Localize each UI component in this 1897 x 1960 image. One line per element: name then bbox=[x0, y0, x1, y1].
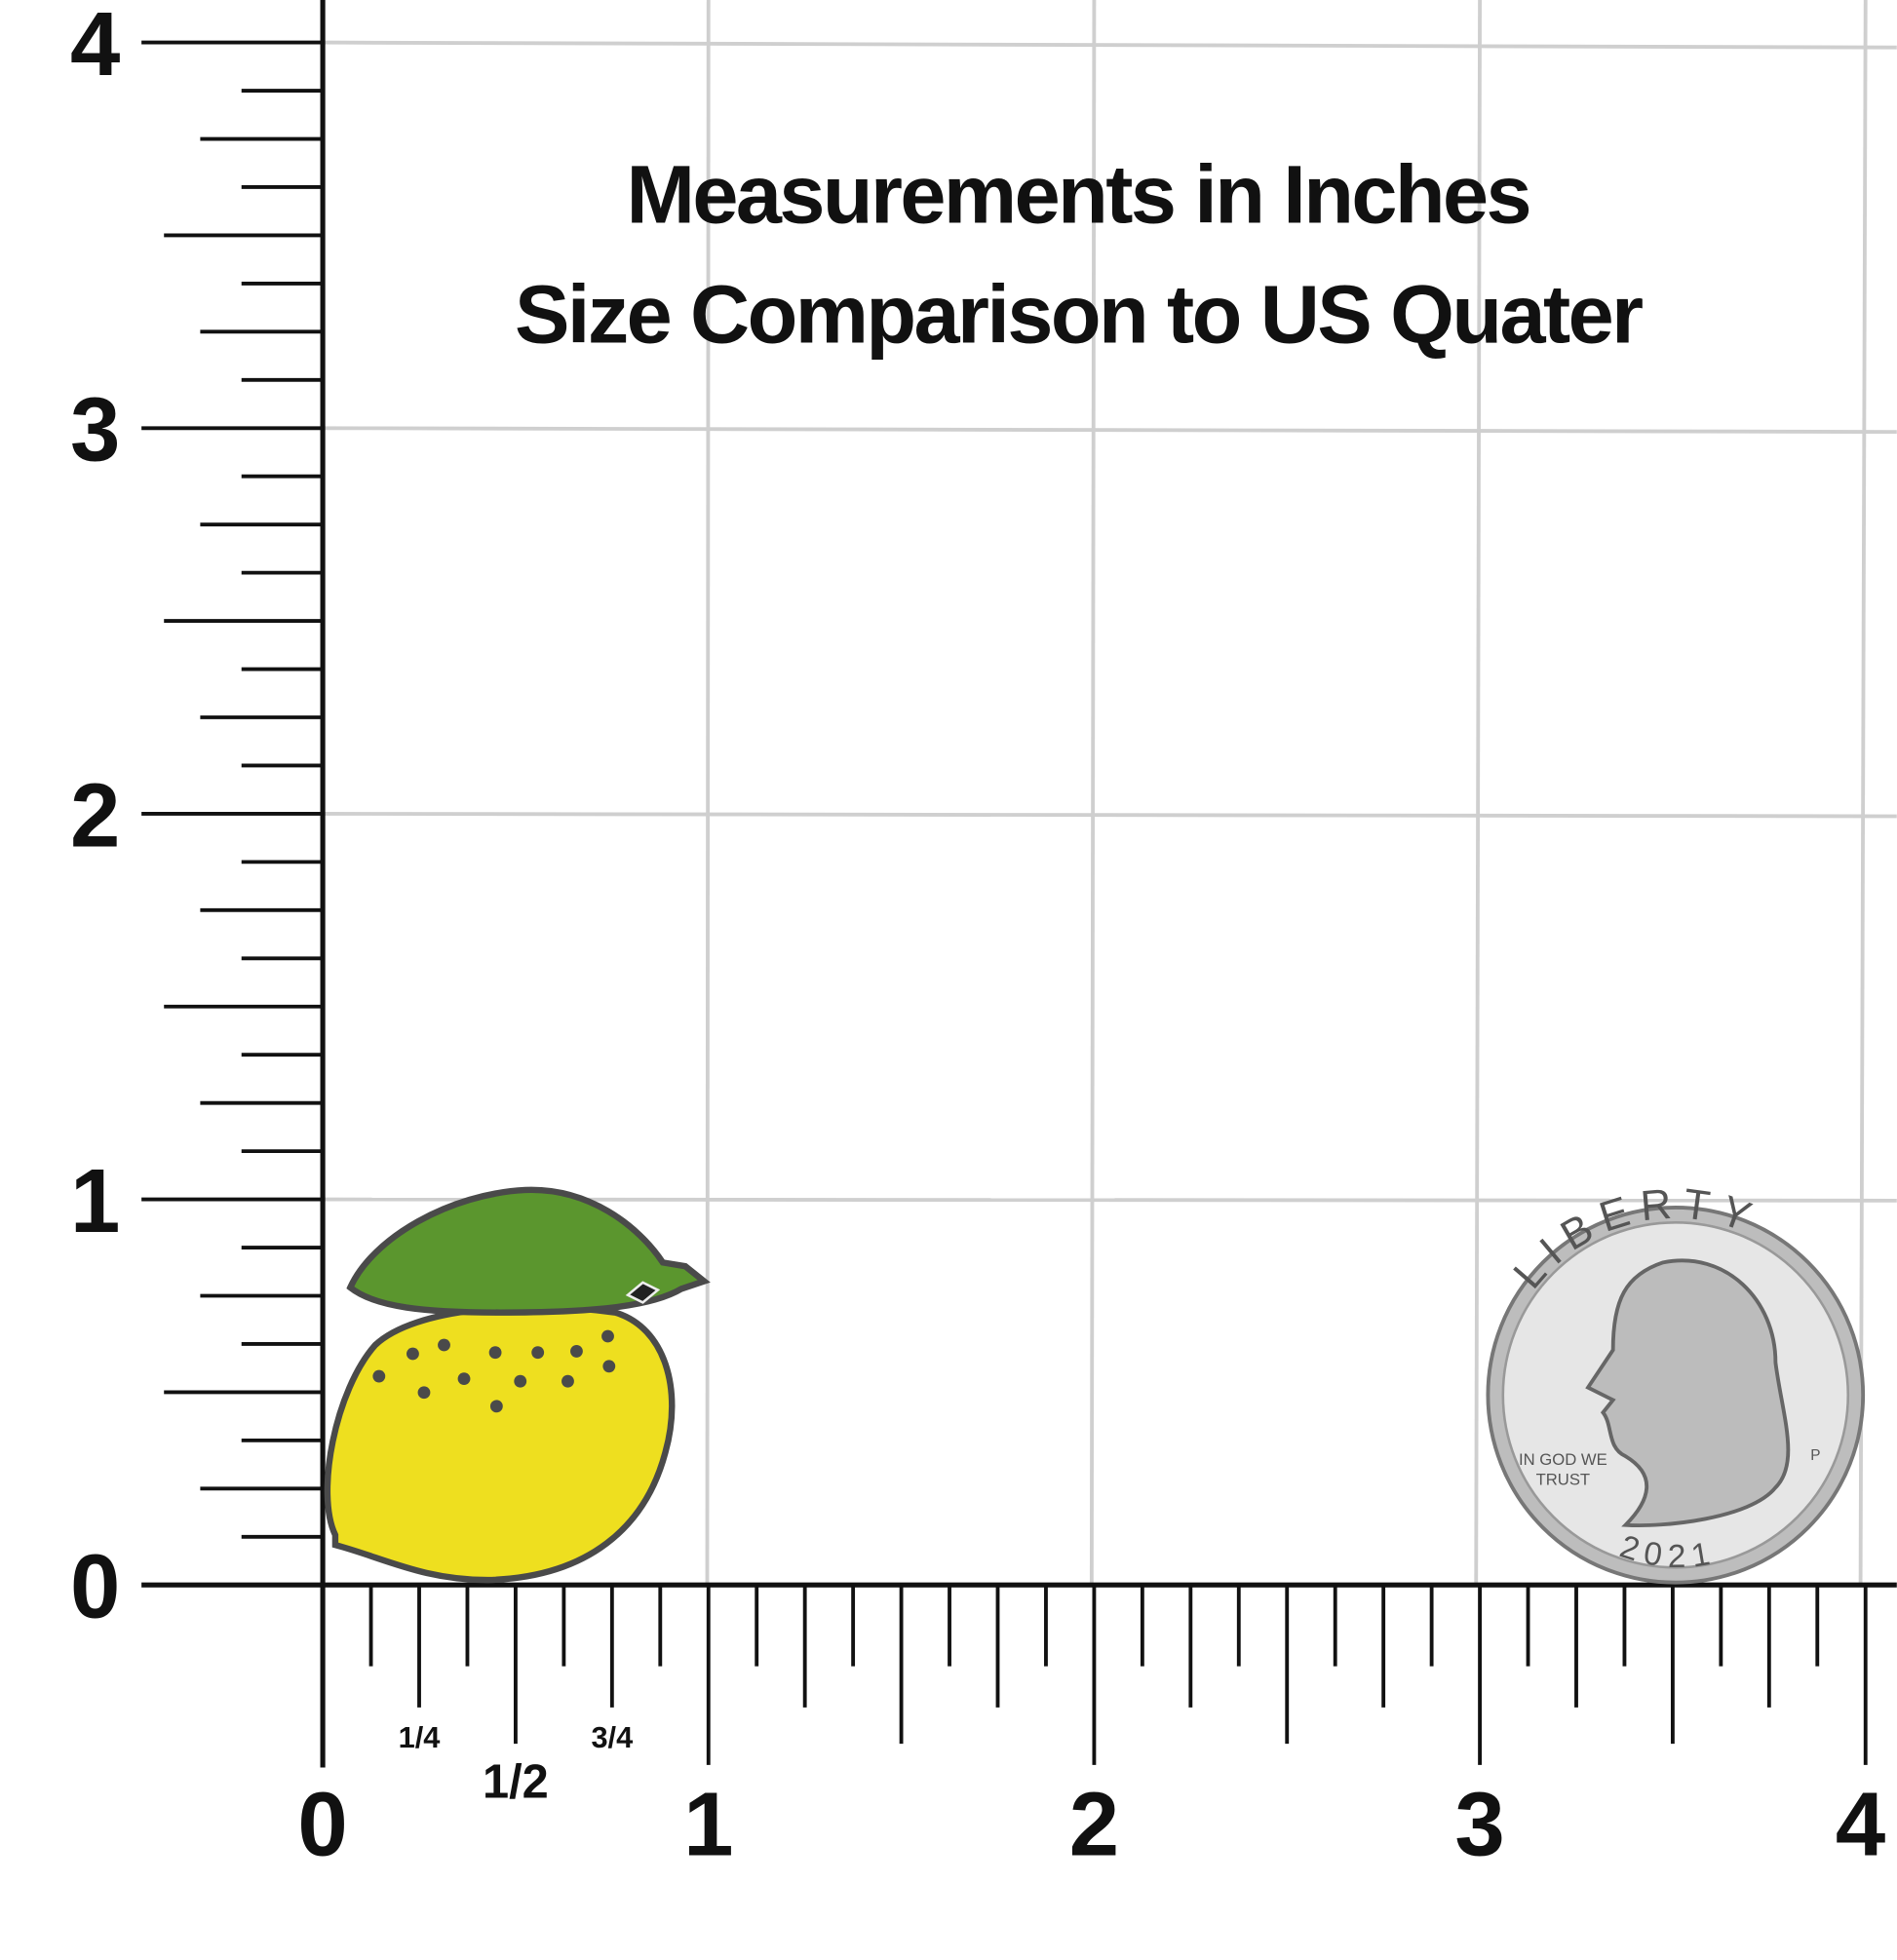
coin-motto: IN GOD WE bbox=[1519, 1450, 1607, 1469]
title-line: Size Comparison to US Quater bbox=[515, 267, 1643, 360]
title-line: Measurements in Inches bbox=[626, 147, 1529, 240]
x-tick-label: 4 bbox=[1836, 1773, 1885, 1874]
x-tick-label: 2 bbox=[1069, 1773, 1119, 1874]
lemon-dot bbox=[438, 1338, 450, 1352]
fraction-label: 1/4 bbox=[399, 1720, 441, 1754]
lemon-dot bbox=[457, 1372, 471, 1386]
lemon-dot bbox=[570, 1344, 583, 1358]
grid-line bbox=[705, 0, 711, 1586]
grid-line bbox=[323, 426, 1897, 435]
coin-mint-mark: P bbox=[1810, 1447, 1820, 1464]
lemon-pin bbox=[324, 1186, 711, 1584]
grid-line bbox=[1089, 0, 1097, 1586]
coin-portrait bbox=[1585, 1258, 1791, 1527]
grid-line bbox=[323, 812, 1897, 819]
x-tick-label: 3 bbox=[1454, 1773, 1504, 1874]
lemon-dot bbox=[417, 1386, 431, 1400]
lemon-dot bbox=[372, 1369, 386, 1383]
lemon-dot bbox=[602, 1360, 616, 1373]
grid-line bbox=[1474, 0, 1482, 1586]
lemon-dot bbox=[531, 1346, 545, 1360]
lemon-dot bbox=[489, 1400, 503, 1413]
coin-motto: TRUST bbox=[1536, 1471, 1591, 1489]
y-tick-label: 4 bbox=[70, 0, 120, 95]
quarter-coin: LIBERTY 2021 IN GOD WE TRUST P bbox=[1486, 1180, 1866, 1585]
lemon-stem bbox=[625, 1281, 661, 1304]
lemon-dot bbox=[514, 1374, 527, 1388]
y-tick-label: 1 bbox=[70, 1150, 120, 1251]
fraction-label: 1/2 bbox=[483, 1755, 549, 1808]
lemon-body bbox=[324, 1303, 676, 1584]
y-tick-label: 3 bbox=[70, 379, 120, 480]
y-tick-label: 2 bbox=[70, 764, 120, 865]
lemon-dot bbox=[488, 1346, 502, 1360]
lemon-leaf bbox=[346, 1186, 711, 1316]
x-tick-label: 1 bbox=[683, 1773, 733, 1874]
grid-line bbox=[1858, 0, 1868, 1586]
fraction-label: 3/4 bbox=[591, 1720, 633, 1754]
lemon-dot bbox=[561, 1374, 574, 1388]
ruler: 0 1 2 3 4 0 1 2 3 4 1/4 1/2 3/4 bbox=[70, 0, 1897, 1874]
y-tick-label: 0 bbox=[70, 1536, 120, 1637]
x-tick-label: 0 bbox=[297, 1773, 347, 1874]
lemon-dots bbox=[372, 1329, 616, 1413]
lemon-dot bbox=[406, 1347, 419, 1361]
lemon-dot bbox=[601, 1329, 614, 1343]
grid-line bbox=[323, 40, 1897, 50]
